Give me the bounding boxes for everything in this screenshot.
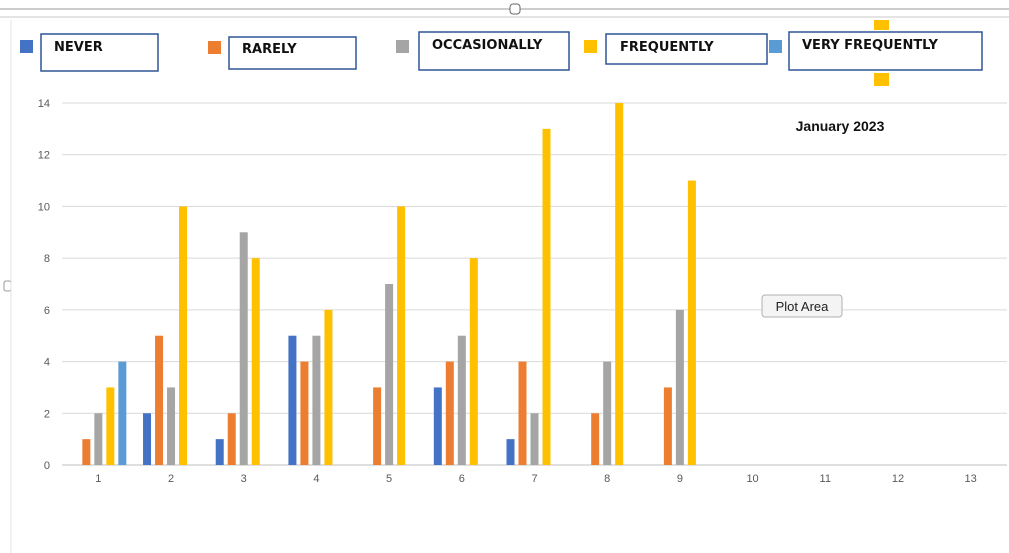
bar-rarely-8[interactable] [591,413,600,465]
resize-handle-top[interactable] [509,3,521,15]
bar-never-2[interactable] [143,413,152,465]
legend-label-rarely: RARELY [242,42,297,57]
bar-frequently-5[interactable] [397,206,406,465]
y-tick-label: 4 [44,357,50,369]
x-tick-label: 12 [892,473,904,485]
legend-item-occasionally: OCCASIONALLY [396,31,570,71]
legend-box-rarely [228,36,357,70]
legend-box-occasionally [418,31,570,71]
x-axis-tick-labels: 1 2 3 4 5 6 7 8 9 10 11 12 13 [95,473,976,485]
bar-frequently-9[interactable] [687,180,696,466]
x-tick-label: 2 [168,473,174,485]
bar-never-6[interactable] [433,387,442,465]
legend-item-never: NEVER [20,33,159,72]
bar-never-7[interactable] [506,439,515,465]
bar-frequently-6[interactable] [469,258,478,465]
chart-selection-frame [0,3,1009,553]
bar-occasionally-7[interactable] [530,413,539,465]
y-tick-label: 0 [44,460,50,472]
x-tick-label: 8 [604,473,610,485]
bar-never-3[interactable] [215,439,224,465]
bar-occasionally-3[interactable] [239,232,248,465]
legend-box-very-frequently [788,31,983,71]
y-tick-label: 14 [38,98,50,110]
legend-item-rarely: RARELY [208,36,357,70]
x-tick-label: 3 [241,473,247,485]
bar-rarely-7[interactable] [518,361,527,465]
legend-box-never [40,33,159,72]
bar-occasionally-5[interactable] [385,284,394,465]
bar-frequently-7[interactable] [542,128,551,465]
legend-label-very-frequently: VERY FREQUENTLY [802,38,938,53]
legend-item-frequently: FREQUENTLY [584,33,768,65]
legend-swatch-occasionally [396,40,409,53]
legend[interactable]: NEVER RARELY OCCASIONALLY FREQUENTLY VER… [20,20,983,86]
legend-box-frequently [605,33,768,65]
y-tick-label: 6 [44,305,50,317]
x-tick-label: 6 [459,473,465,485]
bar-occasionally-4[interactable] [312,335,321,465]
x-tick-label: 11 [820,473,831,485]
bar-never-4[interactable] [288,335,297,465]
bar-rarely-2[interactable] [155,335,164,465]
resize-handle-left[interactable] [3,280,12,292]
bar-rarely-5[interactable] [373,387,382,465]
bar-occasionally-1[interactable] [94,413,103,465]
bar-rarely-9[interactable] [663,387,672,465]
bar-frequently-2[interactable] [179,206,188,465]
bar-rarely-6[interactable] [445,361,454,465]
bar-occasionally-2[interactable] [167,387,176,465]
legend-label-never: NEVER [54,40,103,55]
legend-swatch-never [20,40,33,53]
bar-frequently-3[interactable] [251,258,260,465]
legend-label-occasionally: OCCASIONALLY [432,38,543,53]
y-axis-tick-labels: 0 2 4 6 8 10 12 14 [38,98,50,472]
legend-item-very-frequently: VERY FREQUENTLY [769,31,983,71]
plot-area-tooltip: Plot Area [761,294,843,318]
x-tick-label: 1 [95,473,101,485]
bar-rarely-3[interactable] [227,413,236,465]
x-tick-label: 4 [313,473,319,485]
x-tick-label: 9 [677,473,683,485]
y-tick-label: 8 [44,253,50,265]
legend-swatch-rarely [208,41,221,54]
legend-swatch-very-frequently [769,40,782,53]
y-tick-label: 10 [38,201,50,213]
x-tick-label: 5 [386,473,392,485]
bars[interactable] [82,103,696,466]
legend-stray-marker [874,20,889,86]
x-tick-label: 7 [531,473,537,485]
legend-label-frequently: FREQUENTLY [620,40,714,55]
chart-annotation: January 2023 [796,118,885,134]
x-tick-label: 13 [965,473,977,485]
bar-occasionally-8[interactable] [603,361,612,465]
y-tick-label: 12 [38,150,50,162]
gridlines [62,102,1007,466]
bar-frequently-8[interactable] [615,103,624,465]
bar-frequently-1[interactable] [106,387,115,465]
bar-frequently-4[interactable] [324,309,333,465]
bar-occasionally-9[interactable] [675,309,684,465]
bar-rarely-1[interactable] [82,439,91,465]
tooltip-label: Plot Area [776,299,830,314]
legend-swatch-frequently [584,40,597,53]
bar-very-frequently-1[interactable] [118,361,127,465]
bar-occasionally-6[interactable] [457,335,466,465]
y-tick-label: 2 [44,408,50,420]
bar-rarely-4[interactable] [300,361,309,465]
x-tick-label: 10 [746,473,758,485]
